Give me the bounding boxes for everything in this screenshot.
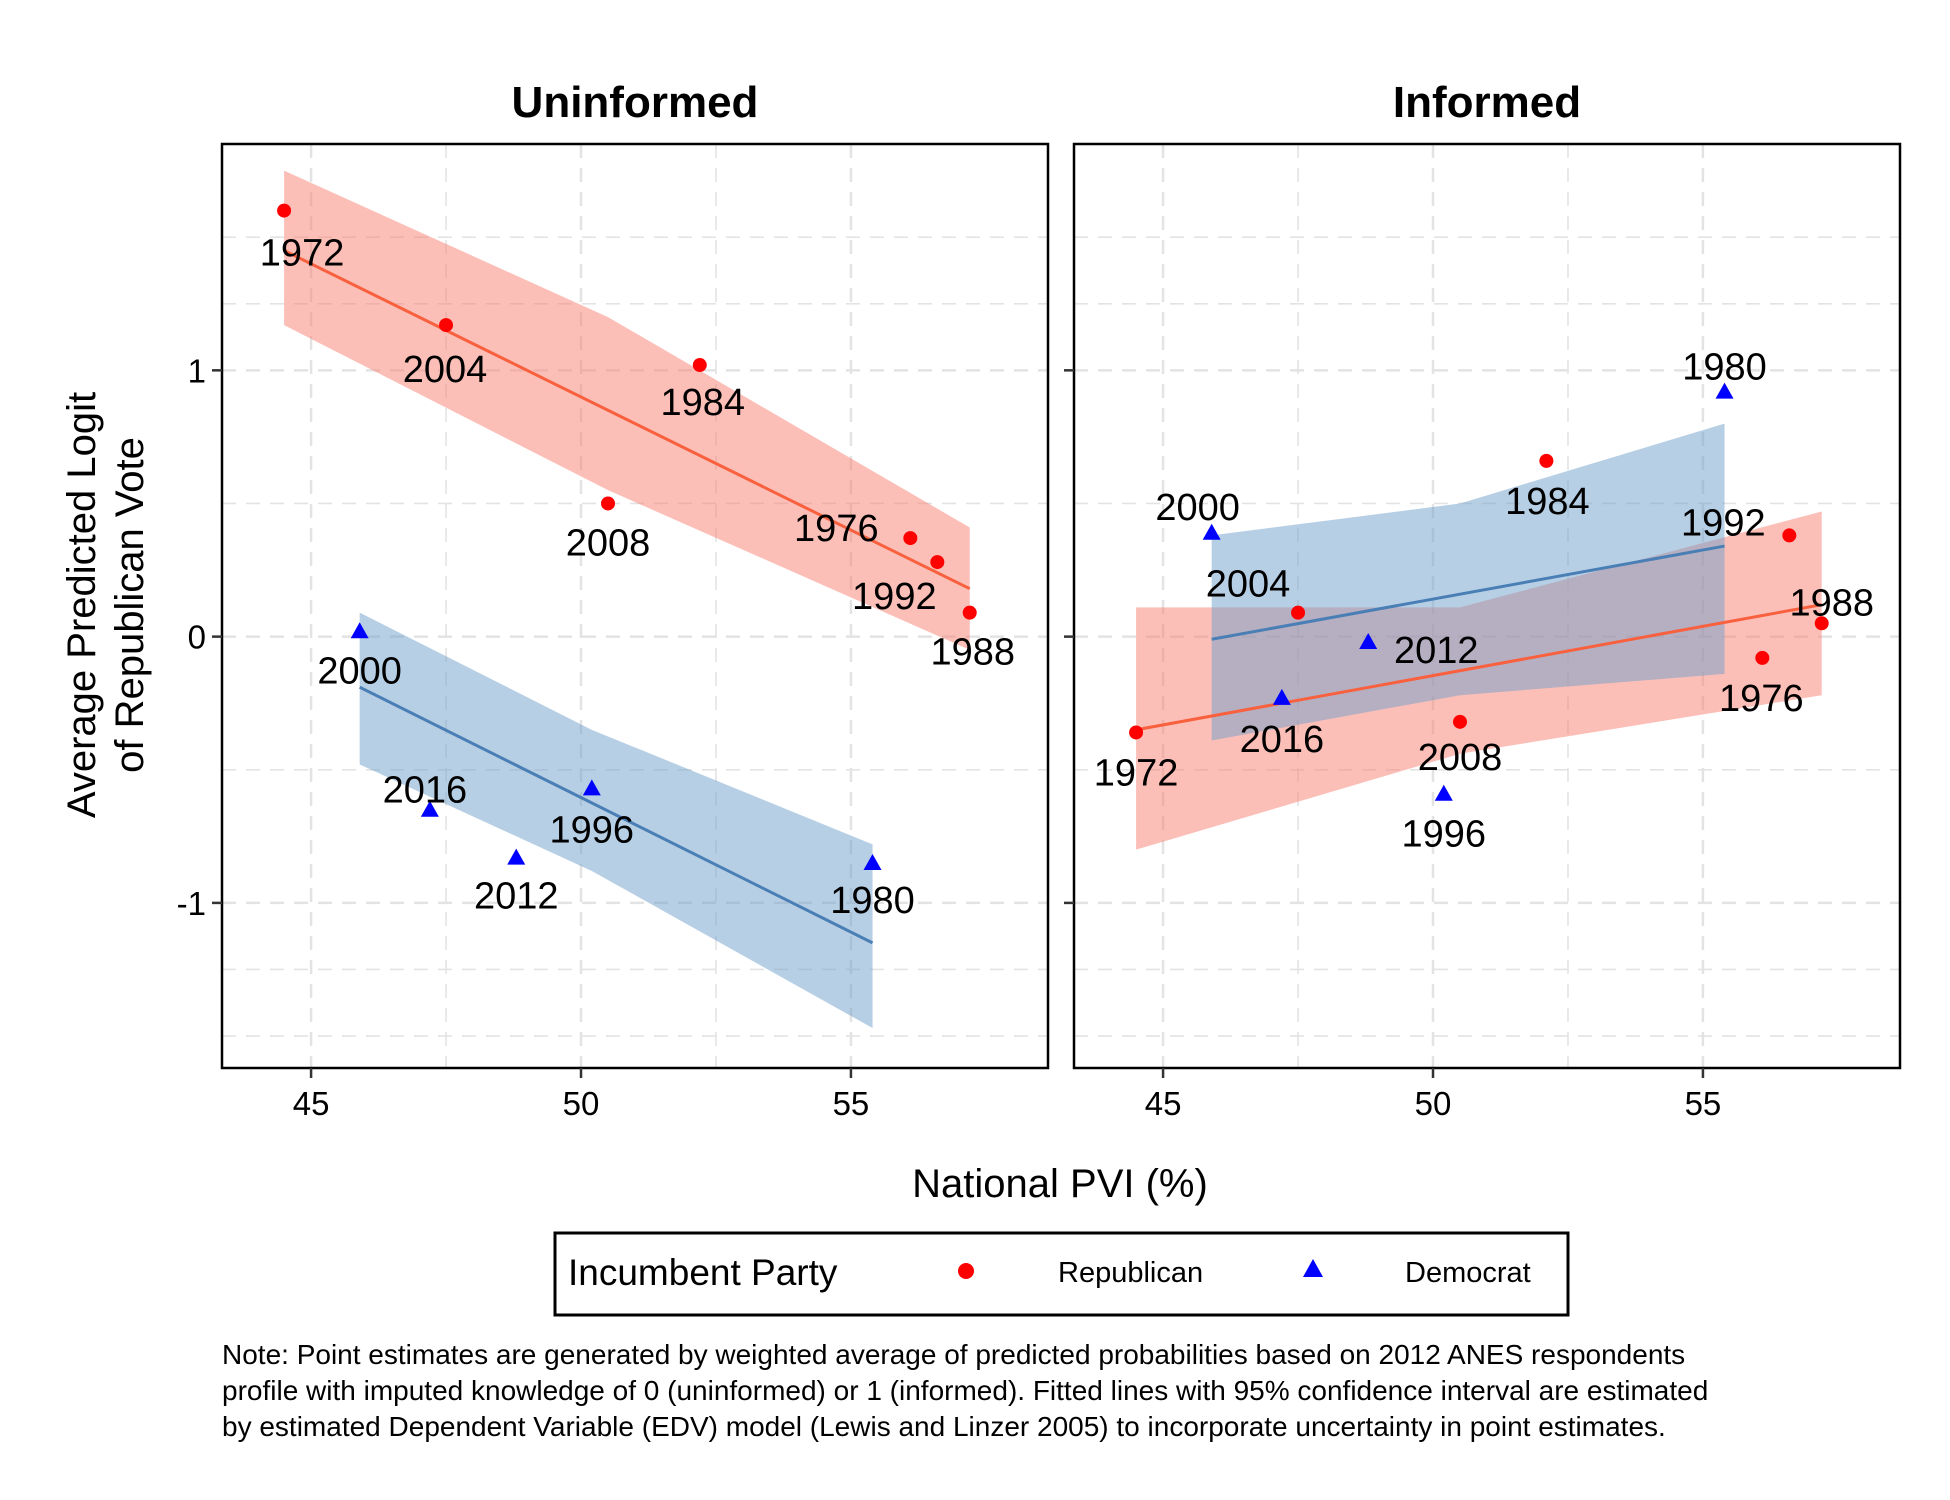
point-democrat-1980 <box>1715 382 1734 399</box>
point-label-1984: 1984 <box>1505 481 1590 523</box>
point-democrat-2000 <box>350 622 369 639</box>
x-tick-label: 45 <box>1145 1085 1182 1122</box>
point-republican-2008 <box>601 496 616 511</box>
point-republican-1976 <box>903 531 918 546</box>
point-democrat-2012 <box>1359 632 1378 649</box>
point-label-2012: 2012 <box>474 876 559 918</box>
point-republican-2008 <box>1453 714 1468 729</box>
y-tick-label: -1 <box>177 885 206 922</box>
point-label-2004: 2004 <box>403 349 488 391</box>
point-republican-2004 <box>439 318 454 333</box>
x-tick-label: 45 <box>293 1085 330 1122</box>
x-tick-label: 55 <box>1685 1085 1722 1122</box>
fit-line-democrat <box>1211 544 1725 641</box>
point-republican-2004 <box>1291 605 1306 620</box>
panel-uninformed: Uninformed 1972 2004 1984 2008 1976 1992 1988 20… <box>177 78 1050 1122</box>
point-democrat-2016 <box>420 800 439 817</box>
fit-line-republican <box>283 249 971 591</box>
point-label-2000: 2000 <box>1155 487 1240 529</box>
point-label-1992: 1992 <box>1681 502 1766 544</box>
y-tick-label: 0 <box>188 619 206 656</box>
panel-informed: Informed 1972 2004 1984 2008 1976 1992 1988 2000… <box>1064 78 1902 1122</box>
point-democrat-2012 <box>507 848 526 865</box>
point-republican-1972 <box>1129 725 1144 740</box>
point-label-1988: 1988 <box>930 632 1015 674</box>
point-label-2000: 2000 <box>317 650 402 692</box>
note-line-2: profile with imputed knowledge of 0 (uni… <box>222 1375 1708 1406</box>
point-label-1996: 1996 <box>550 809 635 851</box>
point-label-1992: 1992 <box>852 576 937 618</box>
y-axis-title: Average Predicted Logit of Republican Vo… <box>60 392 152 818</box>
point-label-1980: 1980 <box>1682 347 1767 389</box>
y-tick-label: 1 <box>188 352 206 389</box>
point-republican-1972 <box>277 203 292 218</box>
ci-band-republican <box>284 170 970 650</box>
x-axis-title: National PVI (%) <box>912 1162 1208 1206</box>
point-label-2016: 2016 <box>383 770 468 812</box>
point-label-1988: 1988 <box>1789 582 1874 624</box>
x-tick-label: 50 <box>1415 1085 1452 1122</box>
point-democrat-2016 <box>1272 688 1291 705</box>
fit-line-republican <box>1135 603 1822 732</box>
point-label-2012: 2012 <box>1394 630 1479 672</box>
panel-title: Informed <box>1393 78 1581 127</box>
point-democrat-1996 <box>1434 784 1453 801</box>
legend-democrat-label: Democrat <box>1405 1257 1531 1289</box>
point-label-2016: 2016 <box>1240 719 1325 761</box>
fit-line-democrat <box>358 685 874 945</box>
legend-democrat-symbol <box>1303 1259 1323 1277</box>
x-tick-label: 50 <box>563 1085 600 1122</box>
y-axis-title-line-1: Average Predicted Logit <box>60 392 104 818</box>
point-democrat-2000 <box>1202 523 1221 540</box>
note-line-3: by estimated Dependent Variable (EDV) mo… <box>222 1411 1666 1442</box>
point-label-1972: 1972 <box>1094 752 1179 794</box>
point-democrat-1996 <box>582 779 601 796</box>
point-label-1976: 1976 <box>1719 678 1804 720</box>
legend-republican-symbol <box>958 1263 974 1279</box>
point-democrat-1980 <box>863 853 882 870</box>
ci-band-democrat <box>1211 423 1725 741</box>
point-republican-1988 <box>962 605 977 620</box>
point-republican-1984 <box>692 358 707 373</box>
facet-panels: Uninformed 1972 2004 1984 2008 1976 1992 1988 20… <box>177 78 1902 1122</box>
ci-band-democrat <box>359 612 873 1029</box>
point-label-1980: 1980 <box>830 880 915 922</box>
panel-title: Uninformed <box>512 78 759 127</box>
legend-box <box>553 1231 1570 1317</box>
panel-border <box>220 142 1050 1070</box>
point-republican-1992 <box>1782 528 1797 543</box>
point-label-1984: 1984 <box>661 382 746 424</box>
point-republican-1992 <box>930 555 945 570</box>
point-label-2008: 2008 <box>566 522 651 564</box>
panel-border <box>1072 142 1902 1070</box>
footnote: Note: Point estimates are generated by w… <box>222 1339 1708 1442</box>
point-republican-1988 <box>1814 616 1829 631</box>
y-axis-title-line-2: of Republican Vote <box>108 437 152 773</box>
legend: Incumbent Party Republican Democrat <box>553 1231 1570 1317</box>
point-label-1972: 1972 <box>260 233 345 275</box>
legend-republican-label: Republican <box>1058 1257 1203 1289</box>
point-label-2008: 2008 <box>1418 737 1503 779</box>
point-label-1996: 1996 <box>1402 814 1487 856</box>
legend-title: Incumbent Party <box>568 1252 838 1293</box>
point-label-2004: 2004 <box>1206 564 1291 606</box>
x-tick-label: 55 <box>833 1085 870 1122</box>
point-label-1976: 1976 <box>794 508 879 550</box>
point-republican-1984 <box>1539 453 1554 468</box>
note-line-1: Note: Point estimates are generated by w… <box>222 1339 1685 1370</box>
point-republican-1976 <box>1755 650 1770 665</box>
